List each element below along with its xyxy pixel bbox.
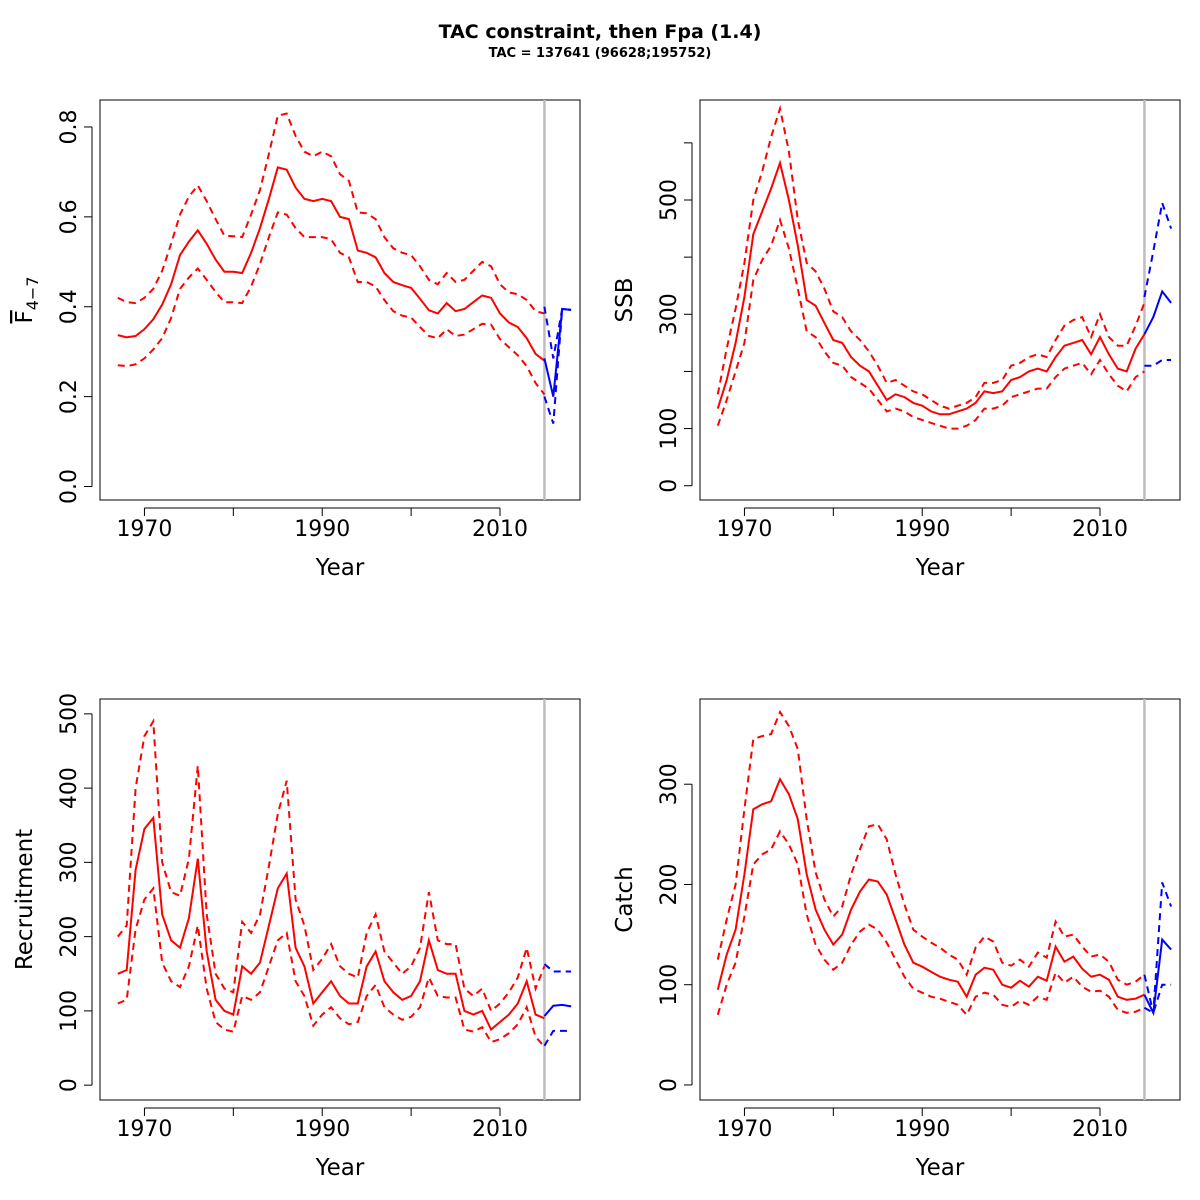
- y-tick-label: 100: [657, 408, 682, 450]
- series-lower: [117, 885, 546, 1048]
- series-estimate: [117, 815, 545, 1032]
- series-forecast-lower: [1144, 359, 1172, 367]
- y-tick-label: 100: [657, 964, 682, 1006]
- x-tick-label: 1970: [716, 517, 772, 542]
- y-axis: 0 100 300 500: [657, 142, 693, 493]
- y-axis: 0 100 200 300: [657, 763, 693, 1092]
- y-axis-title-sub: 4−7: [23, 277, 42, 311]
- y-tick-label: 0.8: [57, 109, 82, 144]
- y-tick-label: 500: [657, 179, 682, 221]
- series-forecast-lower: [543, 1029, 572, 1047]
- x-axis: 1970 1990 2010: [716, 507, 1128, 542]
- series-upper: [117, 112, 545, 315]
- panel-3: 1970 1990 2010 Year 0 100 200 300 400 500 Recruitm…: [12, 693, 581, 1181]
- y-axis-title: SSB: [612, 278, 638, 323]
- y-tick-label: 200: [657, 863, 682, 905]
- x-axis-title: Year: [915, 555, 965, 581]
- x-tick-label: 1970: [116, 517, 172, 542]
- series-forecast-upper: [1143, 882, 1173, 1014]
- x-axis: 1970 1990 2010: [716, 1107, 1128, 1142]
- x-tick-label: 1970: [116, 1117, 172, 1142]
- series-lower: [117, 211, 546, 396]
- series-upper: [117, 718, 546, 1013]
- series-forecast-lower: [1143, 983, 1172, 1015]
- main-title: TAC constraint, then Fpa (1.4): [438, 21, 762, 43]
- y-axis-title: Recruitment: [12, 829, 38, 970]
- x-axis-title: Year: [315, 555, 365, 581]
- y-tick-label: 200: [57, 916, 82, 958]
- series-lower: [716, 216, 1145, 430]
- x-tick-label: 2010: [472, 1117, 528, 1142]
- series-forecast-lower: [543, 307, 572, 424]
- series-estimate: [117, 166, 546, 362]
- panel-1: 1970 1990 2010 Year 0.0 0.2 0.4 0.6 0.8 F4−7: [12, 99, 581, 581]
- sub-title: TAC = 137641 (96628;195752): [488, 46, 712, 61]
- x-tick-label: 1990: [294, 517, 350, 542]
- x-tick-label: 1970: [716, 1117, 772, 1142]
- series-forecast-estimate: [543, 1003, 572, 1017]
- x-tick-label: 1990: [294, 1117, 350, 1142]
- plot-frame: [699, 99, 1181, 501]
- series-forecast-upper: [543, 963, 572, 973]
- series-forecast-upper: [1143, 198, 1173, 298]
- series-upper: [716, 709, 1146, 986]
- series-estimate: [716, 776, 1145, 1001]
- series-forecast-estimate: [1143, 937, 1172, 1017]
- plot-frame: [699, 698, 1181, 1101]
- x-axis: 1970 1990 2010: [116, 507, 528, 542]
- y-axis-title: Catch: [612, 866, 638, 932]
- y-tick-label: 0: [657, 1078, 682, 1092]
- x-axis: 1970 1990 2010: [116, 1107, 528, 1142]
- y-tick-label: 0.2: [57, 379, 82, 414]
- plot-frame: [99, 698, 581, 1101]
- x-tick-label: 1990: [894, 517, 950, 542]
- y-axis-title-main: F: [12, 310, 38, 323]
- y-axis-title: F4−7: [12, 277, 42, 324]
- y-tick-label: 500: [57, 693, 82, 735]
- y-tick-label: 0: [657, 479, 682, 493]
- y-axis: 0.0 0.2 0.4 0.6 0.8: [57, 109, 93, 504]
- y-tick-label: 300: [657, 763, 682, 805]
- x-axis-title: Year: [915, 1155, 965, 1181]
- plot-frame: [99, 99, 581, 501]
- y-tick-label: 100: [57, 990, 82, 1032]
- x-axis-title: Year: [315, 1155, 365, 1181]
- series-lower: [716, 829, 1145, 1017]
- y-tick-label: 300: [657, 293, 682, 335]
- series-forecast-estimate: [1143, 289, 1172, 335]
- y-tick-label: 0.4: [57, 289, 82, 324]
- x-tick-label: 2010: [472, 517, 528, 542]
- y-tick-label: 0.6: [57, 199, 82, 234]
- y-tick-label: 0: [57, 1078, 82, 1092]
- series-forecast-estimate: [543, 307, 572, 397]
- y-tick-label: 300: [57, 841, 82, 883]
- y-tick-label: 400: [57, 767, 82, 809]
- panel-2: 1970 1990 2010 Year 0 100 300 500 SSB: [612, 99, 1181, 581]
- x-tick-label: 1990: [894, 1117, 950, 1142]
- y-tick-label: 0.0: [57, 469, 82, 504]
- x-tick-label: 2010: [1072, 517, 1128, 542]
- series-estimate: [716, 159, 1146, 416]
- series-upper: [716, 104, 1146, 410]
- panel-4: 1970 1990 2010 Year 0 100 200 300 Catch: [612, 698, 1181, 1181]
- series-forecast-upper: [543, 306, 572, 359]
- x-tick-label: 2010: [1072, 1117, 1128, 1142]
- y-axis: 0 100 200 300 400 500: [57, 693, 93, 1092]
